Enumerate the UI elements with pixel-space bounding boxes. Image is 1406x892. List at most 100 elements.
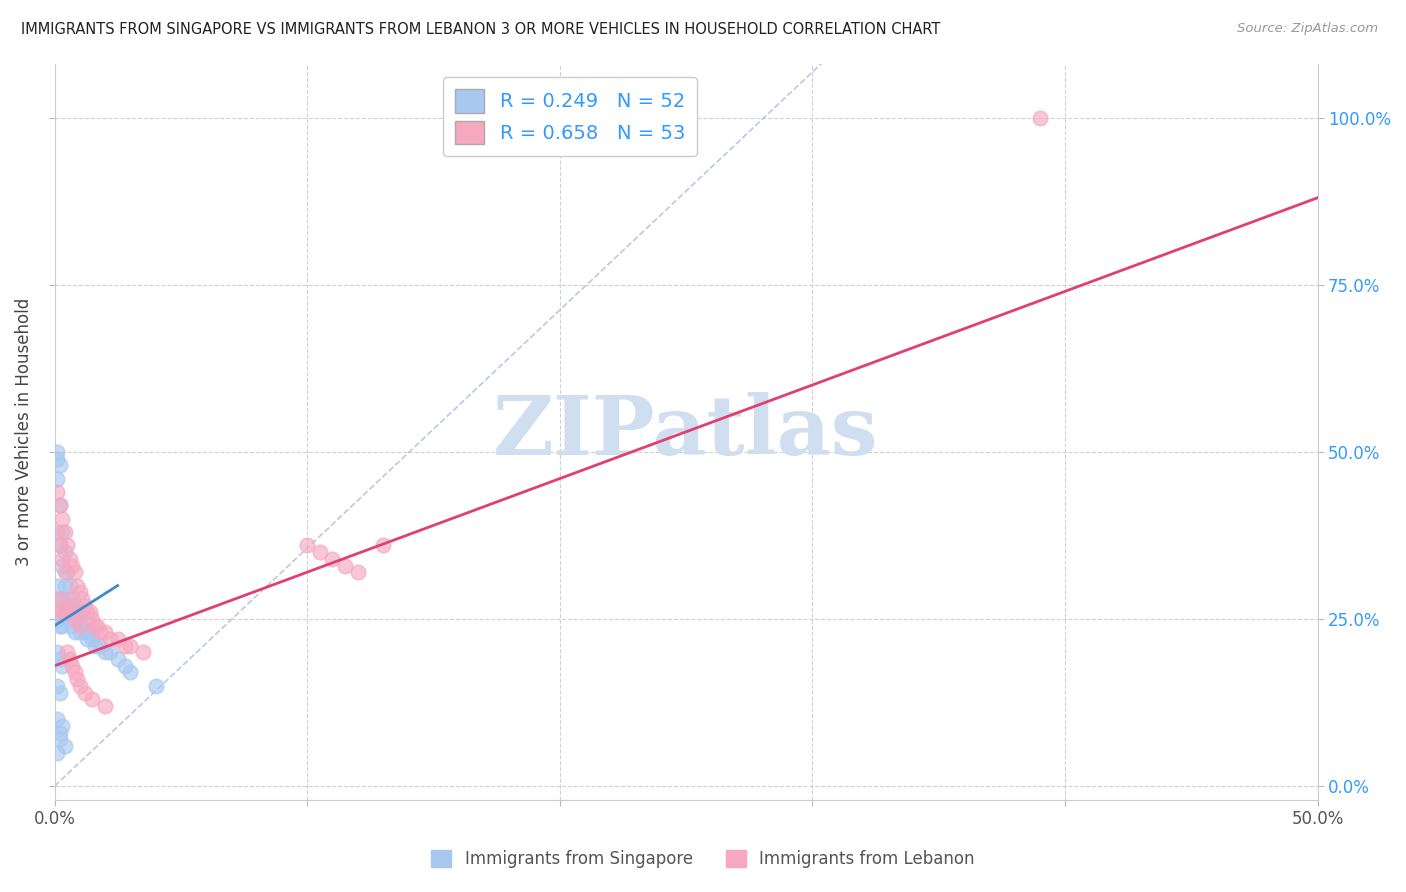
Point xyxy=(46,612,69,626)
Point xyxy=(107,652,129,666)
Point xyxy=(48,499,70,513)
Point xyxy=(120,665,142,680)
Point xyxy=(79,625,101,640)
Point xyxy=(73,599,96,613)
Text: Source: ZipAtlas.com: Source: ZipAtlas.com xyxy=(1237,22,1378,36)
Point xyxy=(63,612,86,626)
Point xyxy=(53,605,76,619)
Point xyxy=(94,698,117,713)
Point xyxy=(48,652,70,666)
Point xyxy=(48,618,70,632)
Point xyxy=(48,732,70,747)
Point xyxy=(69,625,91,640)
Point xyxy=(56,565,79,579)
Point xyxy=(51,605,73,619)
Point xyxy=(72,591,94,606)
Point xyxy=(46,485,69,500)
Point xyxy=(59,578,82,592)
Legend: Immigrants from Singapore, Immigrants from Lebanon: Immigrants from Singapore, Immigrants fr… xyxy=(425,843,981,875)
Point xyxy=(98,645,121,659)
Point xyxy=(86,618,108,632)
Point xyxy=(63,665,86,680)
Point xyxy=(51,525,73,540)
Point xyxy=(60,618,83,632)
Point xyxy=(46,712,69,726)
Point xyxy=(46,578,69,592)
Point xyxy=(73,685,96,699)
Point xyxy=(48,591,70,606)
Point xyxy=(51,512,73,526)
Point xyxy=(72,618,94,632)
Point xyxy=(48,605,70,619)
Point xyxy=(46,645,69,659)
Y-axis label: 3 or more Vehicles in Household: 3 or more Vehicles in Household xyxy=(15,298,32,566)
Point xyxy=(51,558,73,573)
Point xyxy=(51,658,73,673)
Point xyxy=(308,545,330,559)
Point xyxy=(76,632,98,646)
Point xyxy=(69,618,91,632)
Point xyxy=(56,599,79,613)
Point xyxy=(56,645,79,659)
Point xyxy=(48,538,70,552)
Point xyxy=(46,679,69,693)
Point xyxy=(107,632,129,646)
Point xyxy=(46,451,69,466)
Point xyxy=(79,605,101,619)
Point xyxy=(60,558,83,573)
Point xyxy=(63,565,86,579)
Point xyxy=(295,538,318,552)
Point xyxy=(321,551,343,566)
Point xyxy=(371,538,394,552)
Text: ZIPatlas: ZIPatlas xyxy=(494,392,879,472)
Point xyxy=(53,525,76,540)
Point xyxy=(59,605,82,619)
Point xyxy=(69,605,91,619)
Point xyxy=(51,591,73,606)
Point xyxy=(346,565,368,579)
Point xyxy=(56,591,79,606)
Point xyxy=(56,538,79,552)
Point xyxy=(84,618,107,632)
Point xyxy=(132,645,155,659)
Point xyxy=(48,725,70,739)
Text: IMMIGRANTS FROM SINGAPORE VS IMMIGRANTS FROM LEBANON 3 OR MORE VEHICLES IN HOUSE: IMMIGRANTS FROM SINGAPORE VS IMMIGRANTS … xyxy=(21,22,941,37)
Point xyxy=(73,625,96,640)
Point xyxy=(1028,111,1050,125)
Point xyxy=(84,639,107,653)
Point xyxy=(53,565,76,579)
Point xyxy=(51,719,73,733)
Point xyxy=(53,739,76,753)
Point xyxy=(51,618,73,632)
Point xyxy=(114,639,136,653)
Point xyxy=(76,605,98,619)
Point xyxy=(94,645,117,659)
Point xyxy=(89,639,111,653)
Point xyxy=(66,612,89,626)
Point xyxy=(98,632,121,646)
Point xyxy=(60,658,83,673)
Point xyxy=(53,578,76,592)
Point xyxy=(63,599,86,613)
Point xyxy=(59,652,82,666)
Point xyxy=(82,612,104,626)
Point xyxy=(48,685,70,699)
Point xyxy=(59,599,82,613)
Point xyxy=(48,458,70,473)
Point xyxy=(60,591,83,606)
Point xyxy=(46,525,69,540)
Point xyxy=(46,445,69,459)
Point xyxy=(53,605,76,619)
Point xyxy=(66,578,89,592)
Point xyxy=(89,625,111,640)
Point xyxy=(60,605,83,619)
Point xyxy=(46,472,69,486)
Point xyxy=(59,551,82,566)
Point xyxy=(82,632,104,646)
Point xyxy=(69,679,91,693)
Point xyxy=(66,672,89,686)
Point xyxy=(145,679,167,693)
Point xyxy=(63,625,86,640)
Point xyxy=(48,538,70,552)
Point xyxy=(46,591,69,606)
